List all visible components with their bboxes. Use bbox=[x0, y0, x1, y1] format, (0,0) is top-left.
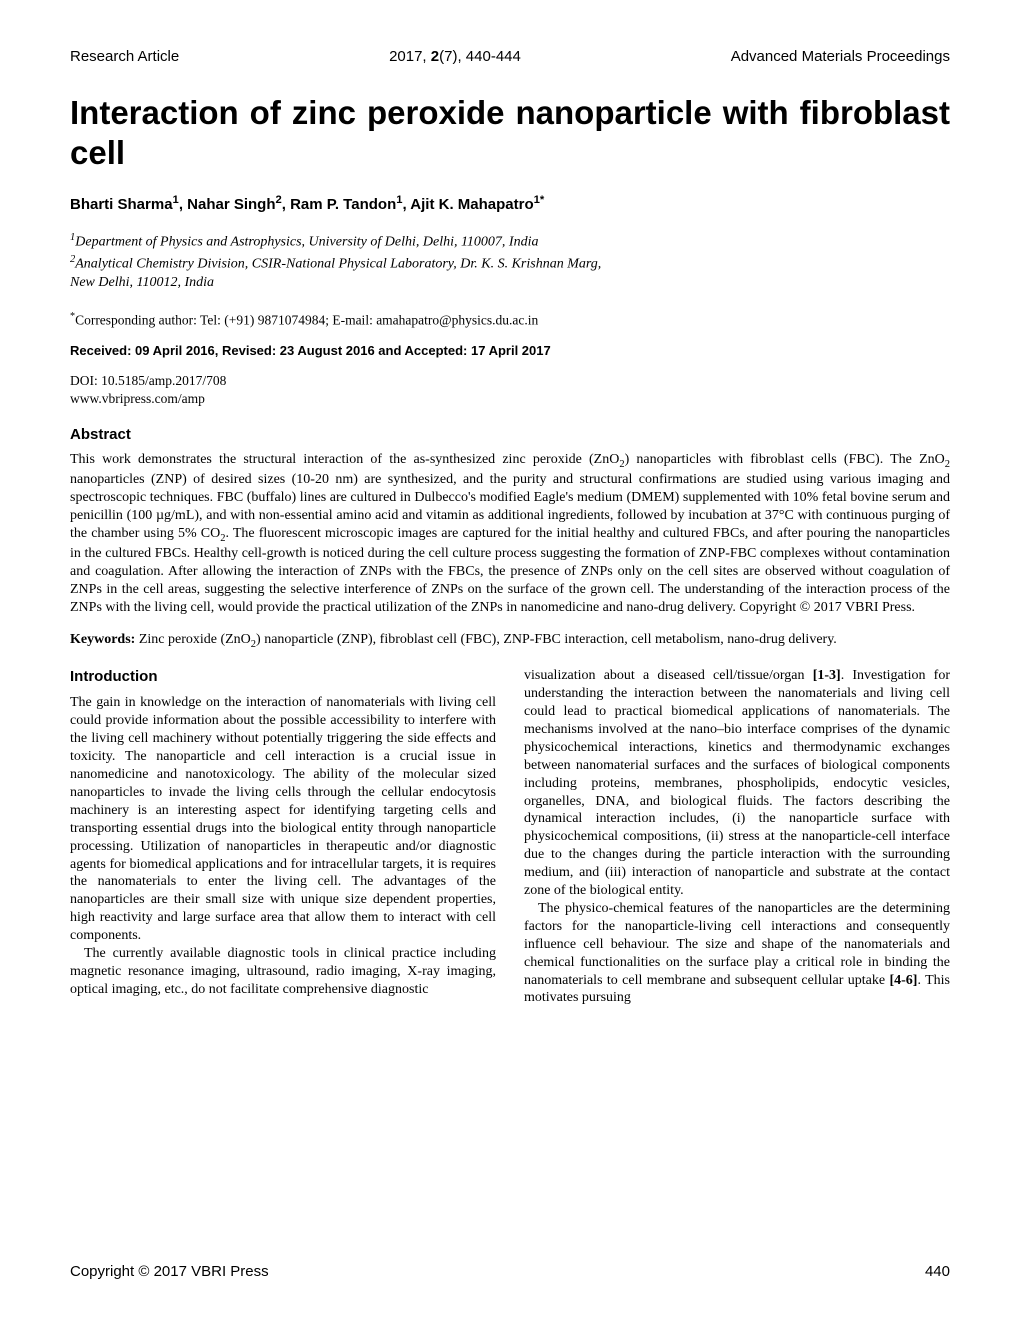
journal-url: www.vbripress.com/amp bbox=[70, 390, 950, 408]
left-column: Introduction The gain in knowledge on th… bbox=[70, 667, 496, 1007]
footer-page-number: 440 bbox=[925, 1263, 950, 1280]
page-header: Research Article 2017, 2(7), 440-444 Adv… bbox=[70, 48, 950, 65]
body-columns: Introduction The gain in knowledge on th… bbox=[70, 667, 950, 1007]
introduction-heading: Introduction bbox=[70, 667, 496, 686]
intro-paragraph-3: visualization about a diseased cell/tiss… bbox=[524, 667, 950, 900]
right-column: visualization about a diseased cell/tiss… bbox=[524, 667, 950, 1007]
abstract-text: This work demonstrates the structural in… bbox=[70, 451, 950, 617]
article-dates: Received: 09 April 2016, Revised: 23 Aug… bbox=[70, 343, 950, 358]
author-list: Bharti Sharma1, Nahar Singh2, Ram P. Tan… bbox=[70, 194, 950, 213]
keywords-text: Zinc peroxide (ZnO2) nanoparticle (ZNP),… bbox=[135, 632, 836, 647]
header-left: Research Article bbox=[70, 48, 179, 65]
article-title: Interaction of zinc peroxide nanoparticl… bbox=[70, 93, 950, 172]
page-footer: Copyright © 2017 VBRI Press 440 bbox=[70, 1263, 950, 1280]
doi: DOI: 10.5185/amp.2017/708 bbox=[70, 372, 950, 390]
abstract-heading: Abstract bbox=[70, 426, 950, 443]
header-right: Advanced Materials Proceedings bbox=[731, 48, 950, 65]
header-center: 2017, 2(7), 440-444 bbox=[389, 48, 521, 65]
footer-copyright: Copyright © 2017 VBRI Press bbox=[70, 1263, 269, 1280]
corresponding-author: *Corresponding author: Tel: (+91) 987107… bbox=[70, 311, 950, 329]
doi-block: DOI: 10.5185/amp.2017/708 www.vbripress.… bbox=[70, 372, 950, 408]
keywords: Keywords: Zinc peroxide (ZnO2) nanoparti… bbox=[70, 631, 950, 651]
intro-paragraph-1: The gain in knowledge on the interaction… bbox=[70, 694, 496, 945]
keywords-label: Keywords: bbox=[70, 632, 135, 647]
affiliations: 1Department of Physics and Astrophysics,… bbox=[70, 231, 950, 293]
intro-paragraph-4: The physico-chemical features of the nan… bbox=[524, 900, 950, 1007]
intro-paragraph-2: The currently available diagnostic tools… bbox=[70, 945, 496, 999]
